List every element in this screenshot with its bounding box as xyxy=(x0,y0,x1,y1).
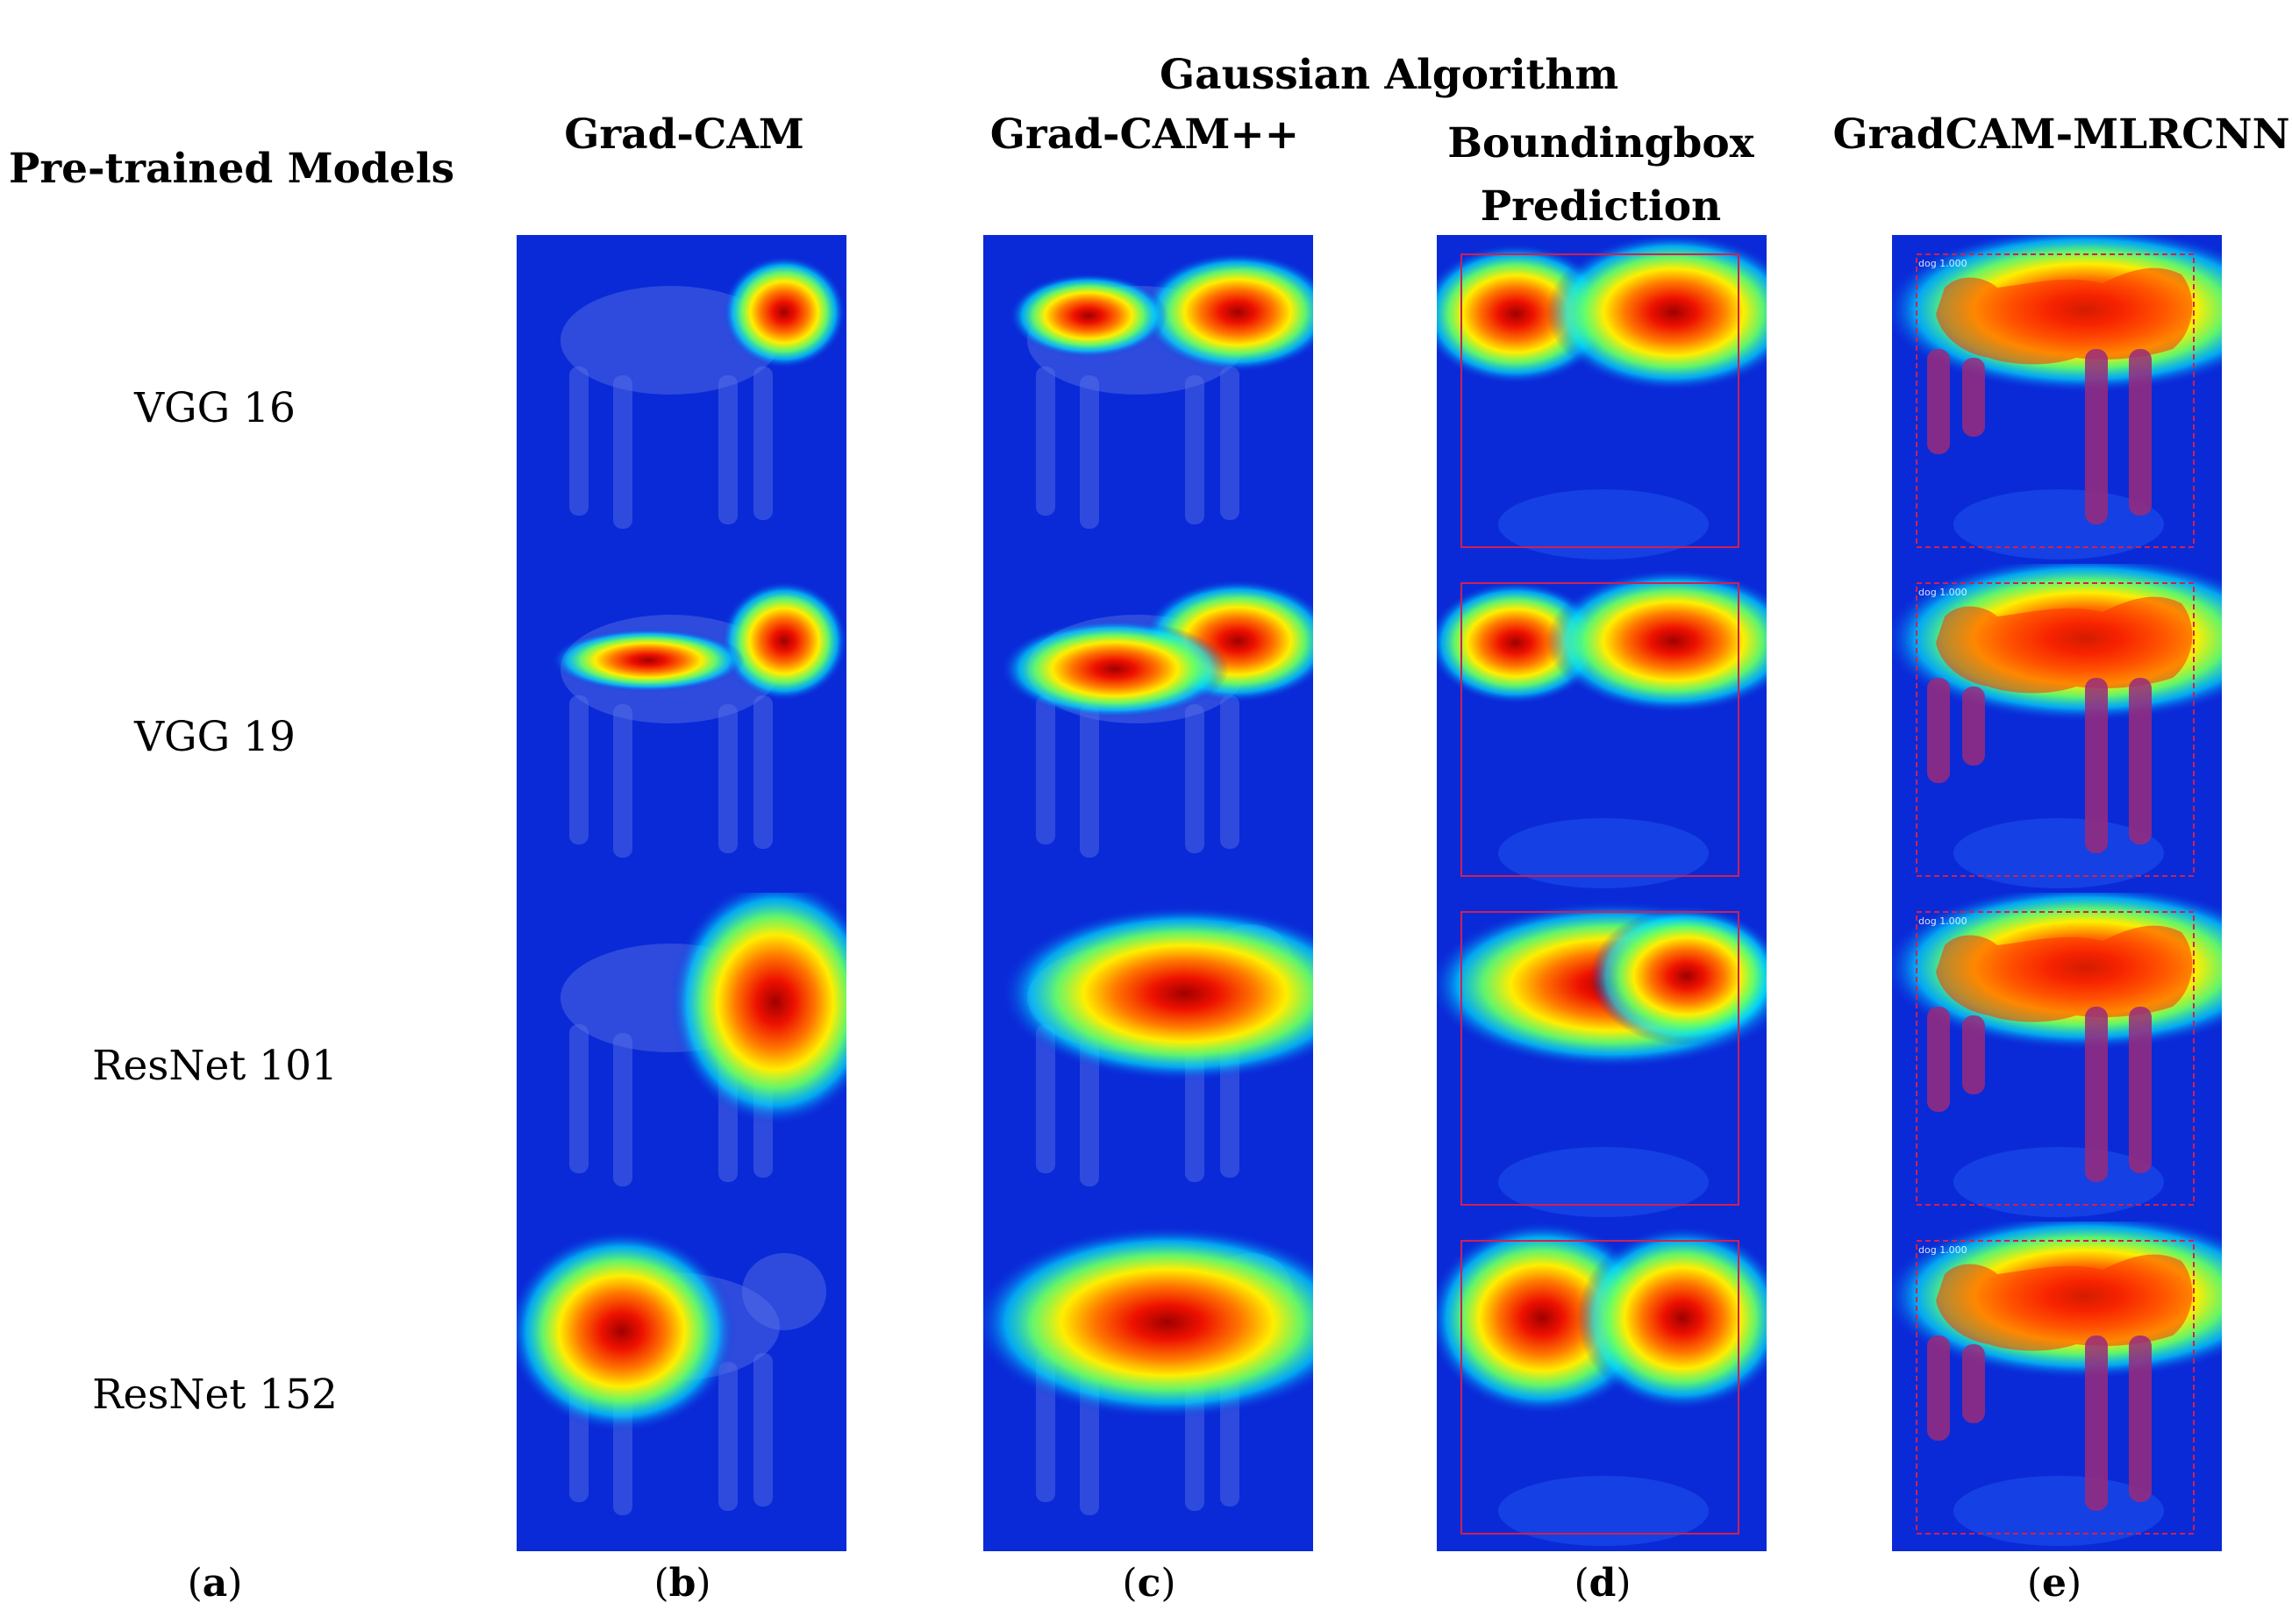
heat-blob xyxy=(1141,253,1313,372)
heatmap-tile-mlrcnn-resnet152: dog 1.000 xyxy=(1892,1222,2222,1551)
caption-d-letter: d xyxy=(1589,1561,1617,1606)
heatmap-tile-gradcam-vgg19 xyxy=(517,564,846,894)
heat-blob xyxy=(1546,235,1767,391)
segmentation-mask xyxy=(1927,267,2193,524)
heatmap-tile-bbox-vgg19 xyxy=(1437,564,1767,894)
caption-e: (e) xyxy=(2026,1561,2082,1606)
heatmap-tile-gradcampp-resnet152 xyxy=(983,1222,1313,1551)
heatmap-tile-gradcampp-resnet101 xyxy=(983,893,1313,1222)
heat-blob xyxy=(1001,906,1313,1081)
heatmap-tile-bbox-resnet152 xyxy=(1437,1222,1767,1551)
heat-blob xyxy=(517,1230,736,1432)
heat-blob xyxy=(1546,569,1767,713)
caption-e-letter: e xyxy=(2042,1561,2067,1606)
segmentation-mask xyxy=(1927,1254,2193,1511)
heat-blob xyxy=(723,256,846,368)
detection-label: dog 1.000 xyxy=(1918,915,1967,927)
heat-blob xyxy=(721,581,846,701)
heatmap-image-gradcampp-resnet101 xyxy=(983,893,1313,1222)
column-title-gradcam: Grad-CAM xyxy=(564,110,804,159)
heatmap-tile-bbox-resnet101 xyxy=(1437,893,1767,1222)
heatmap-tile-mlrcnn-vgg16: dog 1.000 xyxy=(1892,235,2222,565)
heatmap-image-gradcampp-vgg16 xyxy=(983,235,1313,565)
heatmap-tile-gradcam-resnet152 xyxy=(517,1222,846,1551)
heatmap-image-mlrcnn-resnet152: dog 1.000 xyxy=(1892,1222,2222,1551)
caption-c-letter: c xyxy=(1137,1561,1161,1606)
row-label-resnet101: ResNet 101 xyxy=(92,1042,338,1090)
column-title-mlrcnn: GradCAM-MLRCNN xyxy=(1832,110,2290,159)
heat-blob xyxy=(983,1226,1313,1419)
heat-blob xyxy=(1577,1226,1767,1410)
heatmap-image-mlrcnn-vgg19: dog 1.000 xyxy=(1892,564,2222,894)
bounding-box xyxy=(1916,253,2195,548)
bounding-box xyxy=(1460,582,1739,877)
column-title-bbox-line1: Boundingbox xyxy=(1447,119,1754,167)
heatmap-tile-bbox-vgg16 xyxy=(1437,235,1767,565)
heat-blob xyxy=(552,629,745,692)
bounding-box xyxy=(1460,911,1739,1206)
caption-a: (a) xyxy=(187,1561,243,1606)
heatmap-tile-gradcampp-vgg16 xyxy=(983,235,1313,565)
caption-d: (d) xyxy=(1574,1561,1632,1606)
detection-label: dog 1.000 xyxy=(1918,258,1967,269)
row-label-vgg19: VGG 19 xyxy=(134,713,296,761)
column-title-bbox-line2: Prediction xyxy=(1480,182,1722,231)
segmentation-mask xyxy=(1927,925,2193,1182)
heatmap-image-mlrcnn-vgg16: dog 1.000 xyxy=(1892,235,2222,565)
heatmap-image-gradcam-resnet152 xyxy=(517,1222,846,1551)
column-title-gradcampp: Grad-CAM++ xyxy=(989,110,1300,159)
row-header-title: Pre-trained Models xyxy=(9,145,455,193)
heat-blob xyxy=(1001,620,1229,718)
heatmap-image-bbox-resnet101 xyxy=(1437,893,1767,1222)
row-label-vgg16: VGG 16 xyxy=(134,384,296,432)
bounding-box xyxy=(1916,582,2195,877)
caption-a-letter: a xyxy=(202,1561,228,1606)
caption-c: (c) xyxy=(1122,1561,1176,1606)
heatmap-image-bbox-resnet152 xyxy=(1437,1222,1767,1551)
heat-blob xyxy=(670,893,846,1125)
caption-b-letter: b xyxy=(668,1561,696,1606)
heatmap-image-mlrcnn-resnet101: dog 1.000 xyxy=(1892,893,2222,1222)
heatmap-image-bbox-vgg16 xyxy=(1437,235,1767,565)
segmentation-mask xyxy=(1927,596,2193,853)
heatmap-tile-gradcam-resnet101 xyxy=(517,893,846,1222)
row-label-resnet152: ResNet 152 xyxy=(92,1371,338,1419)
heatmap-image-gradcam-resnet101 xyxy=(517,893,846,1222)
heat-blob xyxy=(1590,906,1767,1046)
heat-blob xyxy=(1010,274,1167,358)
heatmap-image-gradcampp-resnet152 xyxy=(983,1222,1313,1551)
heatmap-image-gradcam-vgg16 xyxy=(517,235,846,565)
heatmap-tile-gradcam-vgg16 xyxy=(517,235,846,565)
heatmap-tile-mlrcnn-resnet101: dog 1.000 xyxy=(1892,893,2222,1222)
heatmap-image-gradcampp-vgg19 xyxy=(983,564,1313,894)
caption-b: (b) xyxy=(653,1561,711,1606)
heatmap-tile-gradcampp-vgg19 xyxy=(983,564,1313,894)
super-header: Gaussian Algorithm xyxy=(1160,51,1619,99)
bounding-box xyxy=(1916,911,2195,1206)
bounding-box xyxy=(1916,1240,2195,1535)
bounding-box xyxy=(1460,1240,1739,1535)
bounding-box xyxy=(1460,253,1739,548)
detection-label: dog 1.000 xyxy=(1918,1244,1967,1256)
heatmap-tile-mlrcnn-vgg19: dog 1.000 xyxy=(1892,564,2222,894)
detection-label: dog 1.000 xyxy=(1918,587,1967,598)
heatmap-image-gradcam-vgg19 xyxy=(517,564,846,894)
heatmap-image-bbox-vgg19 xyxy=(1437,564,1767,894)
